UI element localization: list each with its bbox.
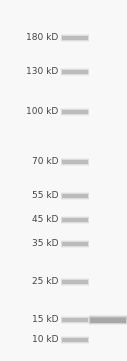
Text: 70 kD: 70 kD	[31, 157, 58, 166]
Bar	[62, 70, 88, 74]
Bar	[61, 317, 89, 323]
Bar	[62, 218, 88, 222]
Bar	[61, 192, 89, 200]
Text: 55 kD: 55 kD	[31, 191, 58, 200]
Text: 25 kD: 25 kD	[32, 278, 58, 287]
Bar	[62, 36, 88, 40]
Text: 130 kD: 130 kD	[26, 68, 58, 77]
Bar	[62, 193, 88, 199]
Bar	[62, 194, 88, 198]
Text: 180 kD: 180 kD	[26, 34, 58, 43]
Bar	[61, 279, 89, 285]
Bar	[62, 160, 88, 164]
Bar	[62, 110, 88, 114]
Text: 45 kD: 45 kD	[32, 216, 58, 225]
Text: 10 kD: 10 kD	[31, 335, 58, 344]
Bar	[61, 68, 89, 76]
Bar	[62, 338, 88, 342]
Bar	[61, 240, 89, 248]
Bar	[62, 318, 88, 322]
Text: 15 kD: 15 kD	[31, 316, 58, 325]
Bar	[62, 242, 88, 247]
Bar	[61, 336, 89, 344]
Bar	[62, 338, 88, 342]
Bar	[62, 280, 88, 284]
Bar	[90, 317, 126, 323]
Bar	[61, 316, 89, 324]
Bar	[61, 216, 89, 224]
Text: 100 kD: 100 kD	[26, 108, 58, 117]
Bar	[61, 337, 89, 343]
Bar	[62, 242, 88, 246]
Bar	[61, 158, 89, 166]
Bar	[62, 318, 88, 322]
Bar	[61, 241, 89, 247]
Bar	[61, 35, 89, 41]
Bar	[61, 109, 89, 115]
Bar	[62, 110, 88, 114]
Bar	[89, 316, 127, 324]
Bar	[61, 217, 89, 223]
Bar	[61, 69, 89, 75]
Bar	[61, 108, 89, 116]
Bar	[62, 36, 88, 40]
Bar	[61, 159, 89, 165]
Bar	[62, 280, 88, 284]
Bar	[61, 34, 89, 42]
Bar	[61, 193, 89, 199]
Bar	[61, 278, 89, 286]
Bar	[90, 318, 126, 322]
Bar	[89, 315, 127, 325]
Bar	[62, 160, 88, 164]
Bar	[62, 70, 88, 74]
Bar	[62, 218, 88, 222]
Text: 35 kD: 35 kD	[31, 239, 58, 248]
